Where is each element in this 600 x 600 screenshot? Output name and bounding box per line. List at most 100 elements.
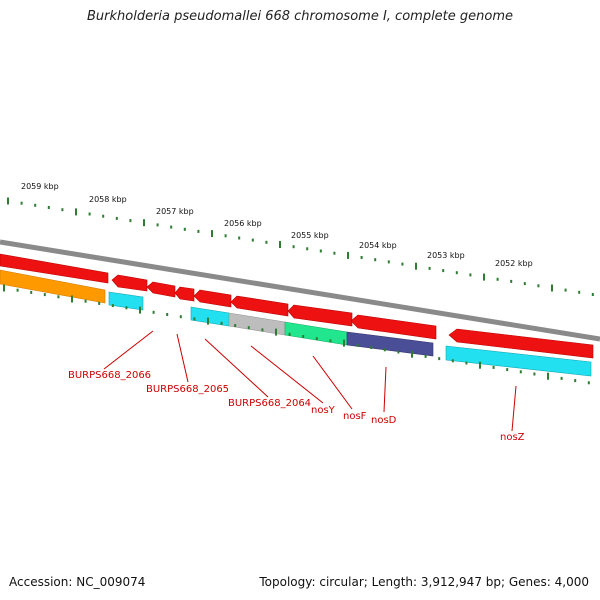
inner-tick-minor xyxy=(166,313,169,316)
inner-tick-minor xyxy=(57,295,60,299)
inner-tick-minor xyxy=(356,343,359,347)
callout-line-burps668-2066 xyxy=(103,330,154,370)
outer-tick-minor xyxy=(319,249,322,253)
inner-tick-minor xyxy=(397,350,400,354)
gene-bar-cyan-3[interactable] xyxy=(445,345,592,377)
inner-tick-minor xyxy=(451,359,454,363)
kbp-label-2057: 2057 kbp xyxy=(156,207,194,216)
inner-tick-major xyxy=(71,295,73,303)
outer-tick-minor xyxy=(265,240,268,244)
outer-tick-minor xyxy=(360,256,363,259)
outer-tick-minor xyxy=(156,223,159,227)
inner-tick-major xyxy=(479,361,481,369)
callout-line-nosy xyxy=(250,345,324,404)
outer-tick-minor xyxy=(34,203,37,207)
outer-tick-minor xyxy=(170,225,173,229)
outer-tick-minor xyxy=(578,290,581,294)
inner-tick-minor xyxy=(220,321,223,325)
inner-tick-minor xyxy=(560,376,563,380)
gene-label-nosz[interactable]: nosZ xyxy=(500,432,525,443)
gene-arrow-red-5[interactable] xyxy=(193,289,232,308)
outer-tick-minor xyxy=(20,201,23,205)
gene-bar-orange[interactable] xyxy=(0,269,106,304)
chromosome-backbone xyxy=(0,239,600,342)
inner-tick-minor xyxy=(519,370,522,374)
gene-label-nosd[interactable]: nosD xyxy=(371,415,397,426)
kbp-label-2055: 2055 kbp xyxy=(291,231,329,240)
inner-tick-minor xyxy=(193,317,196,321)
kbp-label-2053: 2053 kbp xyxy=(427,251,465,260)
gene-labels: BURPS668_2066 BURPS668_2065 BURPS668_206… xyxy=(68,370,525,443)
kbp-label-2054: 2054 kbp xyxy=(359,241,397,250)
outer-tick-minor xyxy=(564,288,567,292)
map-title: Burkholderia pseudomallei 668 chromosome… xyxy=(86,9,514,24)
inner-tick-major xyxy=(411,350,413,358)
inner-tick-minor xyxy=(506,368,509,372)
inner-tick-minor xyxy=(152,310,155,314)
outer-tick-minor xyxy=(47,206,50,209)
inner-tick-minor xyxy=(315,337,318,341)
kbp-label-2052: 2052 kbp xyxy=(495,259,533,268)
gene-arrow-red-6[interactable] xyxy=(230,295,289,317)
inner-tick-minor xyxy=(424,354,427,358)
outer-tick-minor xyxy=(428,266,431,270)
kbp-label-2059: 2059 kbp xyxy=(21,182,59,191)
gene-bar-cyan-2[interactable] xyxy=(190,306,230,327)
outer-tick-minor xyxy=(510,279,513,283)
callout-line-nosf xyxy=(312,355,353,410)
inner-tick-minor xyxy=(261,328,264,332)
kbp-labels: 2059 kbp 2058 kbp 2057 kbp 2056 kbp 2055… xyxy=(21,182,533,268)
gene-label-nosf[interactable]: nosF xyxy=(343,411,367,422)
outer-tick-minor xyxy=(442,269,445,273)
gene-arrow-red-1[interactable] xyxy=(0,253,109,284)
inner-tick-minor xyxy=(179,315,182,319)
inner-tick-minor xyxy=(587,381,590,385)
kbp-label-2056: 2056 kbp xyxy=(224,219,262,228)
inner-tick-minor xyxy=(111,304,114,308)
outer-tick-minor xyxy=(306,247,309,251)
gene-label-burps668-2066[interactable]: BURPS668_2066 xyxy=(68,370,151,381)
inner-tick-major xyxy=(3,284,5,292)
inner-tick-minor xyxy=(574,379,577,383)
gene-bar-purple[interactable] xyxy=(346,331,434,357)
outer-tick-major xyxy=(211,230,213,238)
outer-tick-minor xyxy=(224,234,227,238)
outer-tick-minor xyxy=(88,212,91,216)
gene-bar-cyan-1[interactable] xyxy=(108,291,144,311)
outer-tick-major xyxy=(7,197,9,205)
inner-tick-major xyxy=(547,372,549,380)
outer-tick-minor xyxy=(333,251,336,255)
inner-tick-minor xyxy=(492,365,495,369)
outer-tick-minor xyxy=(61,208,64,212)
gene-label-burps668-2064[interactable]: BURPS668_2064 xyxy=(228,398,311,409)
callout-line-nosd xyxy=(383,366,387,413)
callout-line-burps668-2064 xyxy=(204,338,269,398)
gene-label-nosy[interactable]: nosY xyxy=(311,405,336,416)
inner-tick-minor xyxy=(465,361,468,365)
inner-tick-minor xyxy=(43,293,46,297)
gene-arrow-red-3[interactable] xyxy=(146,281,176,298)
outer-tick-minor xyxy=(469,273,472,277)
gene-bar-green[interactable] xyxy=(284,321,348,346)
gene-label-burps668-2065[interactable]: BURPS668_2065 xyxy=(146,384,229,395)
gene-arrow-red-9[interactable] xyxy=(448,328,594,359)
outer-tick-major xyxy=(415,262,417,270)
inner-tick-minor xyxy=(125,306,128,310)
inner-tick-minor xyxy=(234,324,237,327)
inner-tick-major xyxy=(207,317,209,325)
gene-arrow-red-8[interactable] xyxy=(350,314,437,340)
outer-tick-major xyxy=(551,284,553,292)
gene-arrow-red-4[interactable] xyxy=(174,286,195,302)
outer-tick-minor xyxy=(537,284,540,288)
inner-tick-minor xyxy=(302,335,305,338)
gene-arrow-red-7[interactable] xyxy=(287,304,353,327)
outer-tick-minor xyxy=(102,214,105,218)
outer-tick-minor xyxy=(591,293,594,296)
outer-tick-minor xyxy=(129,219,132,223)
gene-arrow-red-2[interactable] xyxy=(111,274,148,292)
outer-tick-minor xyxy=(374,258,377,262)
forward-strand-genes[interactable] xyxy=(0,253,594,359)
inner-tick-minor xyxy=(438,357,441,361)
reverse-strand-genes[interactable] xyxy=(0,269,592,377)
